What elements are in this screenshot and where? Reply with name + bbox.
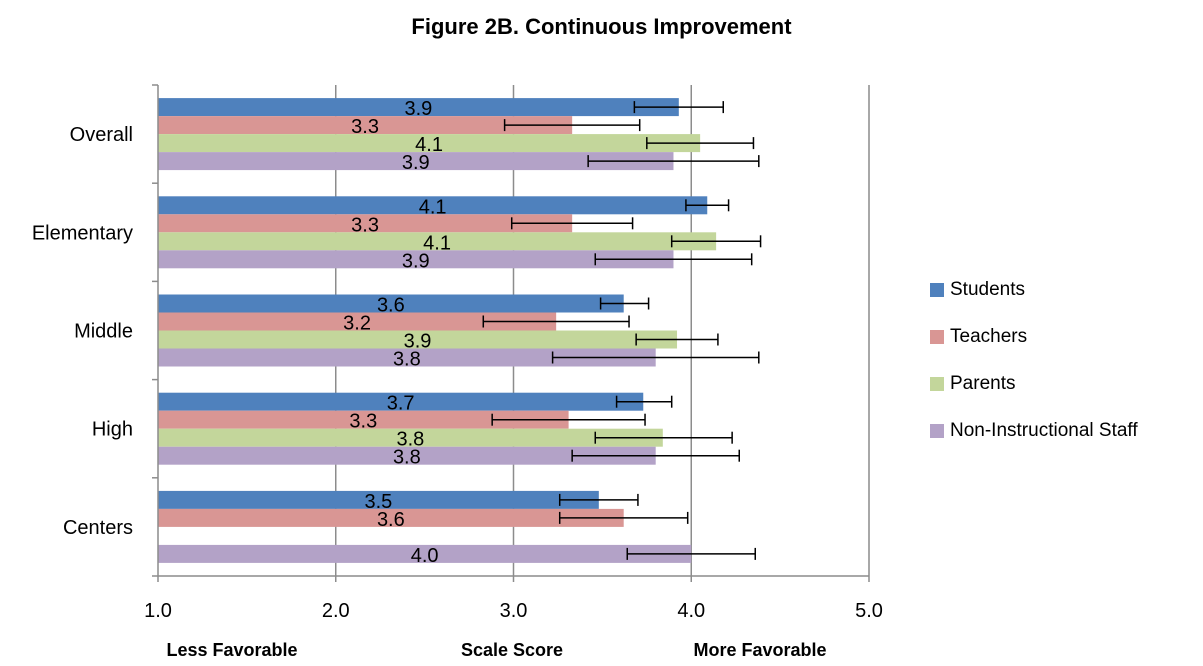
bar-high-students [158,392,644,411]
data-label-high-non-instructional-staff: 3.8 [393,447,421,469]
y-tick-label-centers: Centers [63,517,133,539]
data-label-elementary-non-instructional-staff: 3.9 [402,250,430,272]
data-label-high-students: 3.7 [387,393,415,415]
bar-middle-non-instructional-staff [158,348,656,367]
x-tick-label-5-0: 5.0 [855,600,883,622]
bar-elementary-non-instructional-staff [158,250,674,269]
legend-swatch-parents [930,377,944,391]
data-label-elementary-students: 4.1 [419,196,447,218]
footer-label-less-favorable: Less Favorable [166,640,298,660]
bar-high-teachers [158,410,569,429]
x-tick-label-1-0: 1.0 [144,600,172,622]
bar-centers-students [158,490,599,509]
bar-high-non-instructional-staff [158,446,656,465]
legend: Students Teachers Parents Non-Instructio… [930,278,1138,466]
data-label-overall-teachers: 3.3 [351,116,379,138]
y-tick-label-elementary: Elementary [32,222,133,244]
data-label-centers-students: 3.5 [365,491,393,513]
legend-label-students: Students [950,279,1025,300]
data-label-middle-teachers: 3.2 [343,313,371,335]
legend-item-parents: Parents [930,372,1138,396]
y-tick-label-middle: Middle [74,321,133,343]
x-tick-label-3-0: 3.0 [500,600,528,622]
bar-middle-teachers [158,312,557,331]
data-label-overall-non-instructional-staff: 3.9 [402,152,430,174]
data-label-centers-teachers: 3.6 [377,509,405,531]
chart-title: Figure 2B. Continuous Improvement [411,14,792,39]
bar-middle-students [158,294,624,313]
bar-overall-teachers [158,116,573,135]
legend-swatch-non-instructional-staff [930,424,944,438]
x-tick-label-4-0: 4.0 [677,600,705,622]
bar-centers-teachers [158,508,624,527]
data-label-high-teachers: 3.3 [349,411,377,433]
data-label-elementary-parents: 4.1 [423,232,451,254]
legend-label-parents: Parents [950,373,1016,394]
legend-label-teachers: Teachers [950,326,1028,347]
y-tick-label-high: High [92,419,133,441]
legend-item-non-instructional-staff: Non-Instructional Staff [930,419,1138,443]
data-label-overall-students: 3.9 [404,98,432,120]
data-label-middle-students: 3.6 [377,295,405,317]
bar-elementary-teachers [158,214,573,233]
bar-elementary-students [158,196,708,215]
legend-swatch-teachers [930,330,944,344]
data-label-middle-non-instructional-staff: 3.8 [393,349,421,371]
data-label-overall-parents: 4.1 [415,134,443,156]
bar-elementary-parents [158,232,717,251]
legend-item-students: Students [930,278,1138,302]
bar-high-parents [158,428,663,447]
data-label-elementary-teachers: 3.3 [351,214,379,236]
bar-overall-non-instructional-staff [158,152,674,171]
footer-label-scale-score: Scale Score [460,640,564,660]
bar-middle-parents [158,330,678,349]
data-label-high-parents: 3.8 [396,429,424,451]
data-label-centers-non-instructional-staff: 4.0 [411,545,439,567]
data-label-middle-parents: 3.9 [404,331,432,353]
x-tick-label-2-0: 2.0 [322,600,350,622]
bar-overall-students [158,98,679,117]
bar-overall-parents [158,134,701,153]
legend-label-non-instructional-staff: Non-Instructional Staff [950,420,1138,441]
y-tick-label-overall: Overall [70,124,133,146]
legend-item-teachers: Teachers [930,325,1138,349]
bar-centers-non-instructional-staff [158,544,692,563]
footer-label-more-favorable: More Favorable [693,640,827,660]
legend-swatch-students [930,283,944,297]
